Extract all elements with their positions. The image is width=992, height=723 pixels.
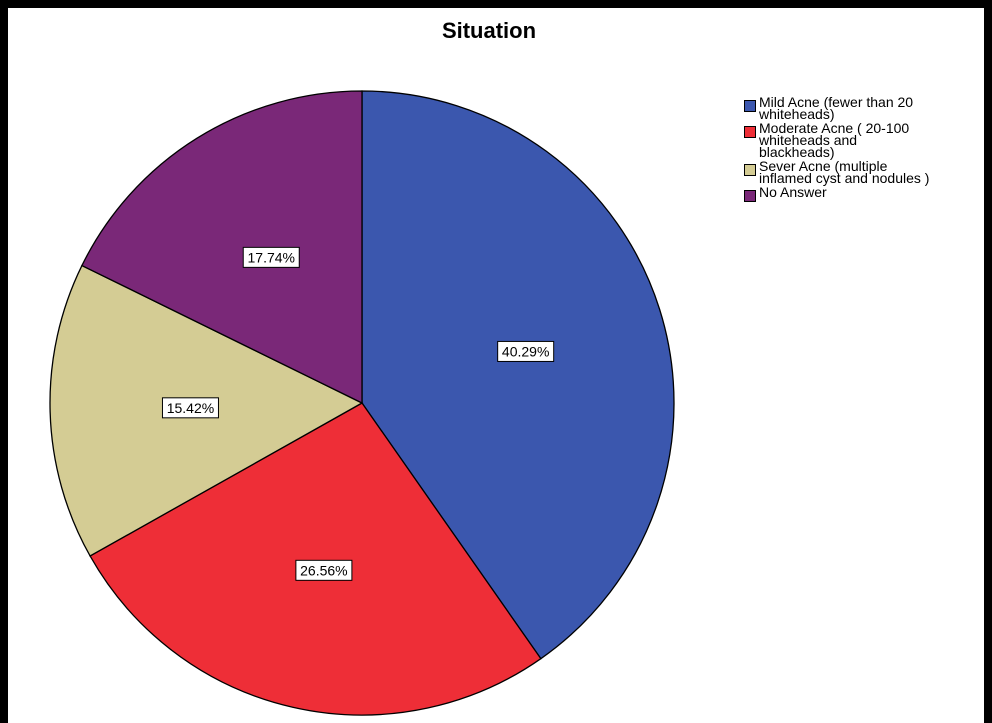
legend-item-mild: Mild Acne (fewer than 20 whiteheads) [744, 94, 984, 122]
legend-label-mild: Mild Acne (fewer than 20 whiteheads) [759, 94, 914, 122]
pie-label-moderate: 26.56% [295, 559, 353, 581]
legend-label-moderate: Moderate Acne ( 20-100 whiteheads and bl… [759, 120, 910, 160]
pie-slice-mild [361, 90, 675, 660]
chart-title: Situation [441, 18, 537, 43]
legend-item-severe: Sever Acne (multiple inflamed cyst and n… [744, 158, 984, 186]
legend-label-severe: Sever Acne (multiple inflamed cyst and n… [759, 158, 930, 186]
pie-slice-no-answer [81, 90, 363, 405]
svg-text:26.56%: 26.56% [300, 562, 347, 578]
legend-label-no-answer: No Answer [759, 184, 827, 200]
legend-item-no-answer: No Answer [744, 184, 984, 202]
legend-swatch-moderate [744, 126, 756, 138]
pie-label-severe: 15.42% [161, 397, 219, 419]
legend-item-moderate: Moderate Acne ( 20-100 whiteheads and bl… [744, 120, 984, 160]
pie-label-no-answer: 17.74% [242, 246, 300, 268]
legend-swatch-severe [744, 164, 756, 176]
svg-text:17.74%: 17.74% [248, 249, 295, 265]
pie-label-mild: 40.29% [497, 340, 555, 362]
legend: Mild Acne (fewer than 20 whiteheads) Mod… [744, 94, 984, 204]
chart-frame: Situation 40.29% 26.56% 15.42% 17.74% Mild … [8, 8, 984, 723]
pie-chart: 40.29% 26.56% 15.42% 17.74% [49, 90, 675, 716]
legend-swatch-mild [744, 100, 756, 112]
pie-slice-moderate [89, 402, 542, 716]
svg-text:15.42%: 15.42% [167, 400, 214, 416]
svg-text:40.29%: 40.29% [502, 343, 549, 359]
legend-swatch-no-answer [744, 190, 756, 202]
